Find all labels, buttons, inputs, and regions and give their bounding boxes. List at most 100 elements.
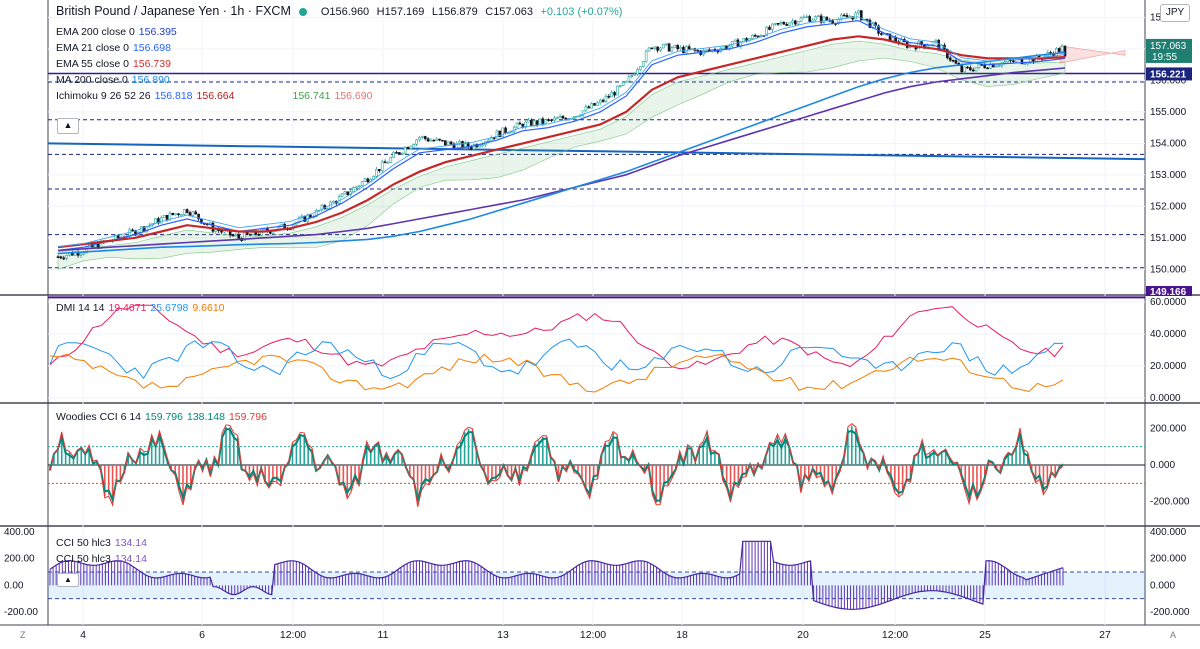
candle-body (593, 103, 596, 106)
chart-header: British Pound / Japanese Yen · 1h · FXCM… (56, 4, 622, 18)
candle-body (426, 138, 430, 142)
legend-ema200[interactable]: EMA 200 close 0 156.395 (56, 26, 177, 38)
time-tick-label: 18 (676, 629, 688, 641)
ichimoku-future-cloud (1059, 45, 1126, 64)
candle-body (82, 252, 86, 255)
legend-ma200[interactable]: MA 200 close 0 156.890 (56, 74, 170, 86)
candle-body (854, 12, 857, 20)
candle-body (679, 46, 682, 50)
legend-ema55[interactable]: EMA 55 close 0 156.739 (56, 58, 171, 70)
candle-body (435, 138, 439, 141)
ohlc-high: H157.169 (376, 6, 425, 18)
price-tick-label: 152.000 (1150, 201, 1187, 212)
candle-body (547, 119, 550, 121)
candle-body (234, 234, 238, 237)
candle-body (458, 141, 461, 144)
candle-body (791, 20, 794, 24)
candle-body (974, 67, 978, 72)
candle-body (960, 65, 964, 73)
candle-body (159, 217, 163, 224)
candle-body (530, 119, 533, 127)
candle-body (535, 120, 539, 125)
candle-body (271, 231, 275, 234)
candle-body (174, 213, 177, 216)
cci-axis-label-left: 0.00 (4, 580, 24, 591)
candle-body (948, 57, 952, 61)
price-tick-label: 151.000 (1150, 233, 1187, 244)
candle-body (842, 14, 846, 17)
woodies-axis-label: 200.000 (1150, 423, 1187, 434)
cci-legend[interactable]: CCI 50 hlc3 134.14 CCI 50 hlc3 134.14 (56, 537, 147, 565)
candle-body (644, 50, 648, 62)
candle-body (963, 66, 966, 73)
candle-body (182, 209, 186, 215)
candle-body (776, 22, 780, 25)
candle-body (487, 139, 490, 142)
candle-body (917, 41, 920, 50)
candle-body (621, 82, 625, 86)
time-tick-label: 6 (199, 629, 205, 641)
candle-body (684, 46, 688, 54)
collapse-cci-button[interactable]: ▲ (57, 573, 79, 587)
dmi-legend[interactable]: DMI 14 14 19.4671 25.6798 9.6610 (56, 302, 225, 314)
ma-price-label: 156.221 (1150, 69, 1187, 80)
woodies-legend[interactable]: Woodies CCI 6 14 159.796 138.148 159.796 (56, 411, 267, 423)
candle-body (880, 33, 883, 35)
candle-body (667, 43, 671, 52)
candle-body (558, 115, 562, 119)
trend-line (47, 142, 1146, 161)
candle-body (257, 234, 261, 236)
candle-body (400, 152, 404, 155)
candle-body (610, 92, 614, 98)
candle-body (62, 257, 66, 260)
auto-scale-button[interactable]: A (1170, 630, 1177, 640)
candle-body (773, 22, 777, 25)
candle-body (969, 67, 972, 71)
currency-selector[interactable]: JPY (1160, 4, 1190, 22)
candle-body (79, 253, 83, 256)
candle-body (647, 47, 651, 52)
candle-body (139, 226, 143, 233)
candle-body (619, 85, 622, 87)
candle-body (868, 19, 872, 28)
candle-body (590, 103, 593, 109)
candle-body (237, 234, 241, 239)
candle-body (501, 127, 504, 137)
cci-axis-label: -200.000 (1150, 607, 1190, 618)
candle-body (332, 200, 335, 203)
candle-body (788, 22, 791, 26)
candle-body (409, 145, 413, 149)
candle-body (415, 139, 418, 145)
time-tick-label: 20 (797, 629, 809, 641)
candle-body (337, 196, 341, 204)
ohlc-low: L156.879 (431, 6, 478, 18)
symbol-title[interactable]: British Pound / Japanese Yen · 1h · FXCM (56, 4, 291, 18)
ohlc-close: C157.063 (485, 6, 533, 18)
candle-body (446, 141, 450, 146)
woodies-axis-label: 0.000 (1150, 460, 1175, 471)
candle-body (607, 95, 611, 98)
legend-ema21[interactable]: EMA 21 close 0 156.698 (56, 42, 171, 54)
candle-body (423, 136, 427, 140)
legend-ichimoku[interactable]: Ichimoku 9 26 52 26 156.818 156.664 156.741… (56, 90, 373, 102)
candle-body (504, 127, 507, 134)
candle-body (375, 168, 378, 177)
candle-body (616, 85, 619, 96)
candle-body (624, 80, 628, 83)
candle-body (633, 73, 636, 76)
candle-body (802, 16, 806, 19)
last-price-tag (1146, 38, 1192, 63)
candle-body (406, 146, 410, 149)
zoom-reset-button[interactable]: Z (20, 630, 26, 640)
candle-body (670, 47, 674, 52)
collapse-legend-button[interactable]: ▲ (57, 118, 79, 134)
candle-body (814, 16, 817, 21)
candle-body (154, 218, 157, 224)
candle-body (185, 209, 189, 213)
price-tick-label: 150.000 (1150, 264, 1187, 275)
low-price-label: 149.166 (1150, 287, 1187, 298)
candle-body (705, 49, 708, 52)
candle-body (822, 16, 826, 23)
currency-label: JPY (1165, 7, 1185, 18)
